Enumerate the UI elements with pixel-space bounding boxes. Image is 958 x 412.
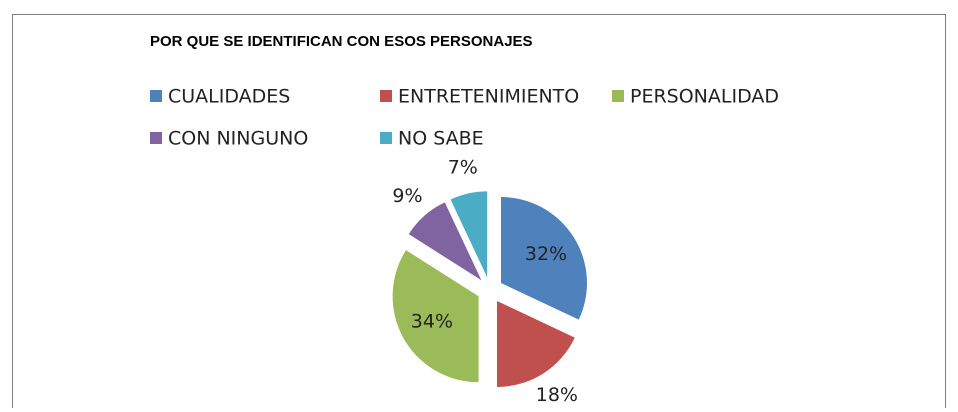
legend-swatch bbox=[380, 90, 392, 102]
legend-label: CON NINGUNO bbox=[168, 128, 308, 150]
data-label: 9% bbox=[392, 185, 422, 207]
legend-swatch bbox=[150, 90, 162, 102]
pie-slice bbox=[392, 250, 479, 383]
data-label: 34% bbox=[411, 310, 453, 332]
legend-label: PERSONALIDAD bbox=[630, 86, 779, 108]
pie-slice bbox=[450, 191, 488, 278]
pie-slice bbox=[408, 202, 482, 281]
legend-label: CUALIDADES bbox=[168, 86, 290, 108]
data-label: 7% bbox=[448, 157, 478, 179]
pie-slice bbox=[500, 197, 587, 320]
legend-swatch bbox=[150, 132, 162, 144]
chart-title: POR QUE SE IDENTIFICAN CON ESOS PERSONAJ… bbox=[150, 33, 533, 50]
legend-label: NO SABE bbox=[398, 128, 484, 150]
legend-label: ENTRETENIMIENTO bbox=[398, 86, 579, 108]
data-label: 18% bbox=[536, 384, 578, 406]
pie-slice bbox=[496, 300, 575, 387]
legend-swatch bbox=[380, 132, 392, 144]
legend-swatch bbox=[612, 90, 624, 102]
data-label: 32% bbox=[525, 243, 567, 265]
